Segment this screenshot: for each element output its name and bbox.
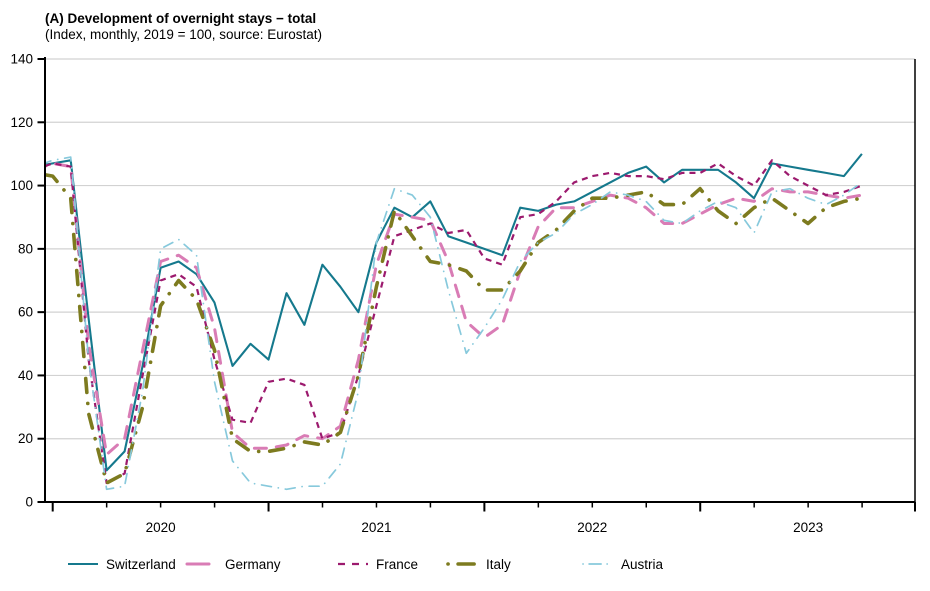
y-axis-tick-label: 20 [18, 431, 33, 446]
y-axis-tick-label: 80 [18, 241, 33, 256]
y-axis-tick-label: 40 [18, 368, 33, 383]
gridlines [45, 58, 915, 440]
x-axis-year-label: 2022 [577, 520, 607, 535]
series-line-germany [44, 161, 864, 456]
series-line-switzerland [44, 153, 863, 472]
legend-label-italy: Italy [486, 557, 511, 572]
x-axis-year-label: 2021 [361, 520, 391, 535]
series-lines [44, 153, 864, 491]
series-line-france [44, 159, 863, 485]
y-axis-tick-label: 140 [10, 52, 33, 67]
legend-label-austria: Austria [621, 557, 664, 572]
y-axis-tick-label: 60 [18, 305, 33, 320]
y-axis-tick-label: 100 [10, 178, 33, 193]
x-axis-year-label: 2023 [793, 520, 823, 535]
legend: Switzerland Germany France Italy Austria [68, 557, 664, 572]
series-line-austria [44, 156, 863, 491]
y-axis-tick-label: 0 [25, 495, 33, 510]
series-line-italy [44, 172, 864, 485]
chart-title: (A) Development of overnight stays − tot… [45, 11, 316, 26]
legend-label-france: France [376, 557, 418, 572]
legend-label-germany: Germany [225, 557, 281, 572]
chart-subtitle: (Index, monthly, 2019 = 100, source: Eur… [45, 27, 322, 42]
axes: 0 20 40 60 80 100 120 140 2020 2021 2022 2023 [10, 52, 916, 535]
y-axis-tick-label: 120 [10, 115, 33, 130]
legend-label-switzerland: Switzerland [106, 557, 176, 572]
x-axis-year-label: 2020 [146, 520, 176, 535]
